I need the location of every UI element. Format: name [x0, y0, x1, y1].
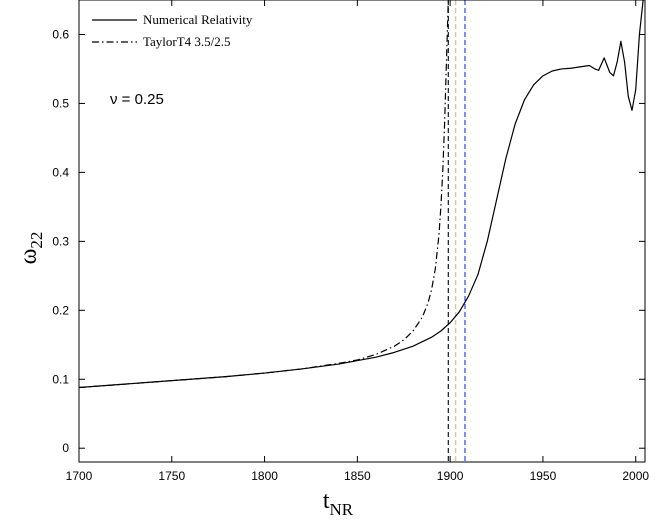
- x-tick-label-1: 1750: [158, 469, 185, 483]
- y-tick-label-5: 0.5: [52, 96, 69, 110]
- legend-label-numerical-relativity: Numerical Relativity: [143, 12, 253, 27]
- x-tick-label-5: 1950: [530, 469, 557, 483]
- plot-content: [78, 0, 644, 462]
- legend-label-taylort4: TaylorT4 3.5/2.5: [143, 34, 231, 49]
- y-tick-label-6: 0.6: [52, 27, 69, 41]
- x-axis-label: tNR: [323, 488, 354, 519]
- x-tick-label-6: 2000: [622, 469, 649, 483]
- ticks: 1700 1750 1800 1850 1900 1950 2000 0 0.1 0.2 0.3 0.…: [52, 0, 649, 483]
- series-line-0: [78, 0, 644, 389]
- nu-annotation: ν = 0.25: [110, 91, 164, 108]
- x-tick-label-3: 1850: [344, 469, 371, 483]
- x-tick-label-4: 1900: [437, 469, 464, 483]
- y-tick-label-3: 0.3: [52, 234, 69, 248]
- x-tick-label-2: 1800: [251, 469, 278, 483]
- y-axis-label-main: ω: [16, 249, 42, 265]
- plot-frame: [78, 0, 646, 463]
- y-axis-label-sub: 22: [27, 232, 46, 249]
- series-line-1: [78, 0, 449, 389]
- x-axis-label-sub: NR: [330, 500, 354, 519]
- y-tick-label-2: 0.2: [52, 303, 69, 317]
- y-tick-label-0: 0: [62, 441, 69, 455]
- y-tick-label-4: 0.4: [52, 165, 69, 179]
- y-axis-label: ω22: [16, 232, 46, 265]
- x-tick-label-0: 1700: [66, 469, 93, 483]
- y-tick-label-1: 0.1: [52, 372, 69, 386]
- x-axis-label-main: t: [323, 488, 330, 514]
- legend: Numerical Relativity TaylorT4 3.5/2.5: [92, 12, 253, 49]
